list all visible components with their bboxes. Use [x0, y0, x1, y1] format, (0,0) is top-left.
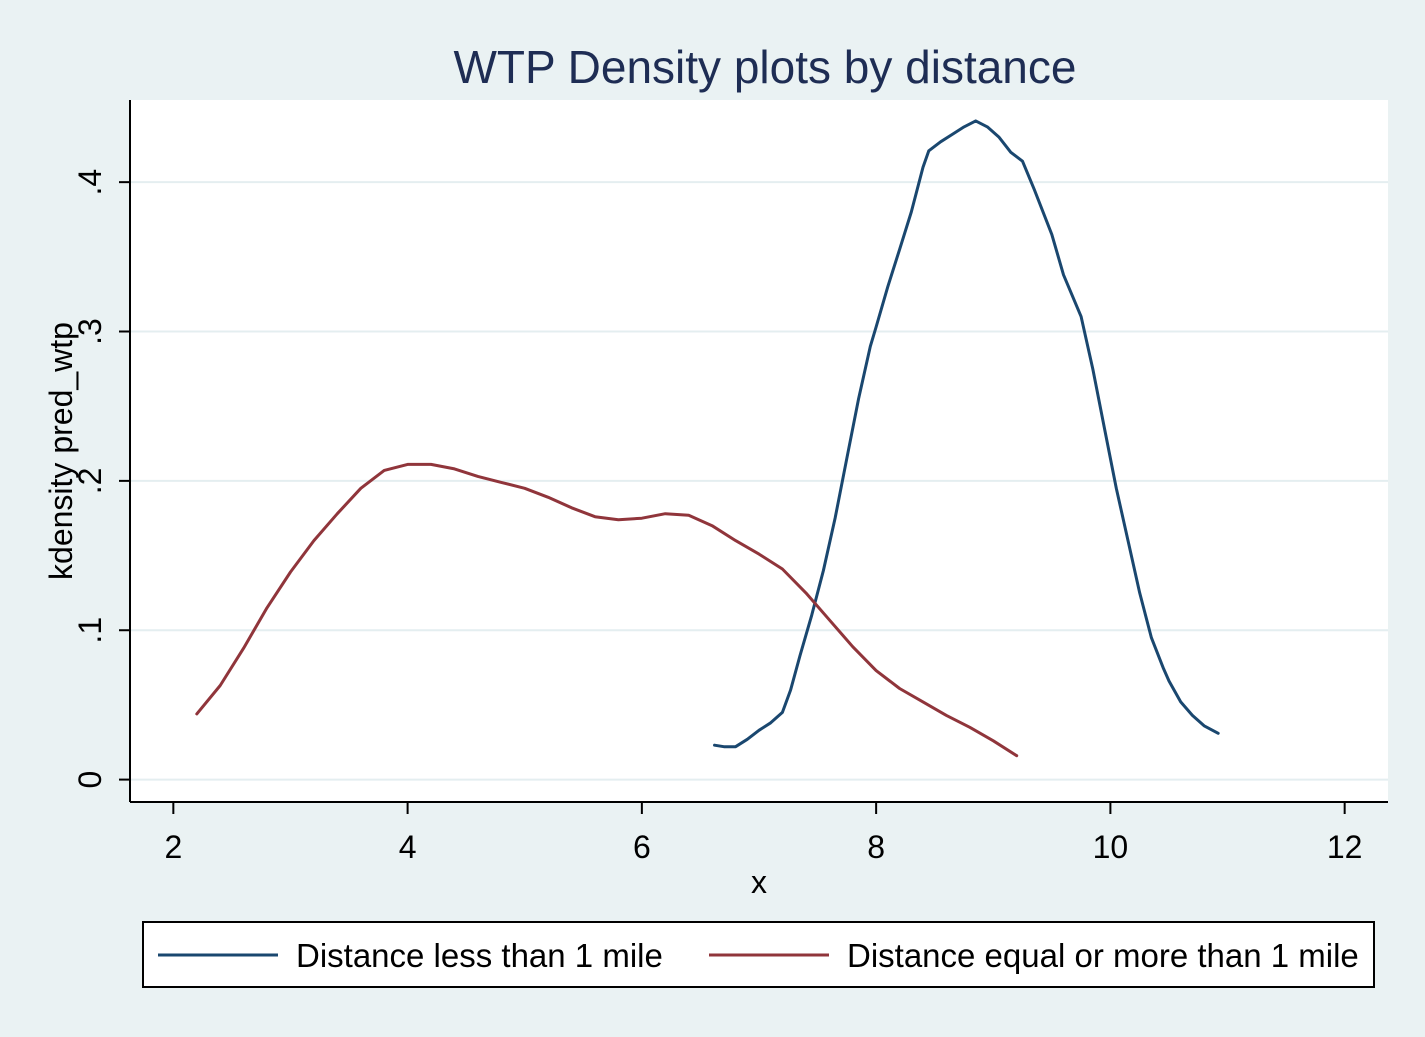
x-tick-label-1: 4: [399, 829, 417, 865]
y-tick-label-4: .4: [72, 169, 108, 196]
chart-title: WTP Density plots by distance: [454, 41, 1077, 93]
y-axis-ticks: 0 .1 .2 .3 .4: [72, 169, 130, 789]
y-axis-label: kdensity pred_wtp: [43, 322, 79, 580]
legend-label-less-than-1-mile: Distance less than 1 mile: [296, 937, 663, 974]
y-tick-label-2: .2: [72, 468, 108, 495]
x-tick-label-2: 6: [633, 829, 651, 865]
series-lines: [195, 119, 1220, 758]
x-tick-label-5: 12: [1327, 829, 1363, 865]
series-line-1: [195, 462, 1019, 758]
series-line-0: [713, 119, 1220, 749]
y-tick-label-1: .1: [72, 617, 108, 644]
y-tick-label-3: .3: [72, 318, 108, 345]
y-tick-label-0: 0: [72, 771, 108, 789]
x-axis-label: x: [751, 864, 767, 900]
x-tick-label-4: 10: [1093, 829, 1129, 865]
legend-label-equal-or-more-than-1-mile: Distance equal or more than 1 mile: [847, 937, 1359, 974]
gridlines: [130, 181, 1388, 781]
plot-area: [130, 100, 1388, 802]
x-axis-ticks: 2 4 6 8 10 12: [164, 802, 1362, 865]
x-tick-label-0: 2: [164, 829, 182, 865]
x-tick-label-3: 8: [867, 829, 885, 865]
